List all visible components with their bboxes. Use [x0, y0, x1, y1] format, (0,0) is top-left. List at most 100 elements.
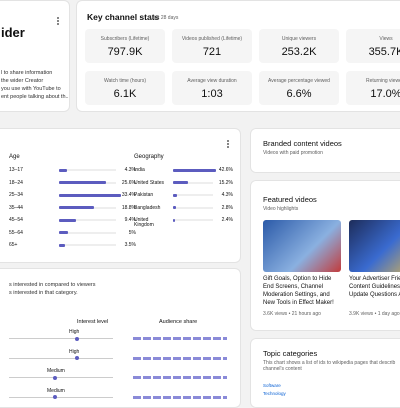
bar: [173, 218, 176, 222]
slider-track: [9, 338, 113, 339]
interests-card: Interest level Audience share s interest…: [0, 268, 241, 408]
bar: [173, 168, 216, 172]
video-title: Gift Goals, Option to Hide End Screens, …: [263, 276, 334, 306]
row-label: 25–34: [9, 192, 23, 198]
row-label: Pakistan: [134, 192, 154, 198]
slider-track: [9, 357, 113, 359]
stat-value: 17.0%: [370, 88, 400, 100]
bar: [59, 181, 107, 184]
featured-subtitle: Video highlights: [263, 206, 299, 212]
level-label: Medium: [47, 368, 65, 374]
intro-line: l to share information: [1, 70, 53, 76]
stat-tile: Returning viewers 17.0%: [346, 71, 400, 105]
stat-tile: Subscribers (Lifetime) 797.9K: [85, 29, 165, 63]
stat-label: Videos published (Lifetime): [181, 36, 243, 42]
bar-value: 33.4%: [121, 192, 136, 198]
bar: [59, 168, 67, 172]
topic-item: Software: [263, 383, 281, 388]
topic-item: Technology: [263, 391, 286, 396]
bar: [59, 243, 66, 247]
bar: [59, 231, 69, 234]
bar-value: 15.2%: [218, 179, 233, 186]
interest-line: s interested in compared to viewers: [9, 282, 96, 288]
stat-tile: Average percentage viewed 6.6%: [259, 71, 339, 105]
row-label: 45–54: [9, 217, 23, 223]
level-label: Medium: [47, 387, 65, 394]
stat-value: 6.6%: [286, 88, 312, 100]
slider-dot: [53, 375, 57, 380]
bar-track: [173, 219, 213, 221]
video-meta: 3.9K views • 1 day ago: [349, 311, 400, 317]
bar: [173, 181, 189, 184]
stat-value: 797.9K: [107, 46, 143, 58]
thumbnail[interactable]: [263, 220, 341, 272]
intro-title: ider: [1, 25, 25, 40]
bar-value: 2.4%: [221, 217, 233, 223]
slider-dot: [53, 395, 57, 399]
stat-tile: Views 355.7K: [346, 29, 400, 63]
share-bar: [133, 395, 227, 399]
stat-label: Average view duration: [187, 78, 237, 84]
stat-value: 1:03: [201, 88, 223, 100]
column-header: Interest level: [77, 319, 109, 325]
stats-subtitle: Last 28 days: [150, 15, 179, 21]
bar-value: 5%: [128, 229, 136, 236]
video-title: Your Advertiser Friend Content Guideline…: [349, 276, 400, 298]
topics-card: Topic categories This chart shows a list…: [250, 338, 400, 408]
stat-value: 721: [202, 46, 222, 58]
stat-label: Watch time (hours): [103, 78, 147, 84]
bar-value: 42.6%: [218, 167, 233, 173]
slider-dot: [75, 356, 79, 360]
column-header: Audience share: [159, 319, 198, 325]
bar-value: 2.8%: [221, 204, 233, 211]
bar-track: [59, 219, 116, 221]
intro-card: ider l to share information the wider Cre…: [0, 0, 70, 112]
demographics-card: Age Geography 13–17 4.3% 18–24 25.6% 25–34 33…: [0, 128, 241, 263]
stat-label: Average percentage viewed: [268, 78, 330, 84]
bar: [59, 193, 121, 197]
geography-title: Geography: [134, 154, 164, 160]
menu-icon[interactable]: [57, 17, 59, 26]
stat-tile: Average view duration 1:03: [172, 71, 252, 105]
bar: [59, 206, 94, 209]
menu-icon[interactable]: [227, 140, 229, 149]
thumbnail[interactable]: [349, 220, 400, 272]
featured-card: Featured videos Video highlights Gift Go…: [250, 180, 400, 331]
stat-label: Subscribers (Lifetime): [100, 36, 150, 42]
share-bar: [133, 337, 227, 340]
row-label: Bangladesh: [134, 204, 161, 211]
stat-value: 355.7K: [368, 46, 400, 58]
row-label: India: [134, 167, 145, 173]
branded-title: Branded content videos: [263, 139, 342, 148]
topics-description: This chart shows a list of ids to wikipe…: [263, 360, 396, 372]
row-label: 65+: [9, 242, 18, 248]
share-bar: [133, 356, 227, 360]
bar-value: 25.6%: [121, 179, 136, 186]
video-meta: 3.6K views • 21 hours ago: [263, 311, 321, 317]
bar-value: 3.5%: [124, 242, 136, 248]
slider-track: [9, 377, 113, 378]
bar: [173, 193, 178, 197]
branded-subtitle: Videos with paid promotion: [263, 150, 323, 156]
stat-value: 6.1K: [113, 88, 137, 100]
bar-track: [173, 194, 213, 196]
stat-tile: Watch time (hours) 6.1K: [85, 71, 165, 105]
slider-track: [9, 396, 113, 398]
bar-track: [173, 206, 213, 209]
row-label: 55–64: [9, 229, 23, 236]
row-label: United States: [134, 179, 165, 186]
bar-track: [59, 231, 116, 234]
bar: [173, 206, 176, 209]
intro-line: you use with YouTube to: [1, 86, 61, 92]
key-stats-card: Key channel stats Last 28 days Subscribe…: [76, 0, 400, 112]
level-label: High: [69, 348, 80, 355]
bar: [59, 218, 77, 222]
row-label: 13–17: [9, 167, 23, 173]
bar-track: [173, 181, 213, 184]
intro-line: the wider Creator: [1, 78, 44, 84]
stat-value: 253.2K: [281, 46, 317, 58]
branded-card: Branded content videos Videos with paid …: [250, 128, 400, 173]
stat-label: Returning viewers: [365, 78, 400, 84]
bar-value: 4.3%: [221, 192, 233, 198]
